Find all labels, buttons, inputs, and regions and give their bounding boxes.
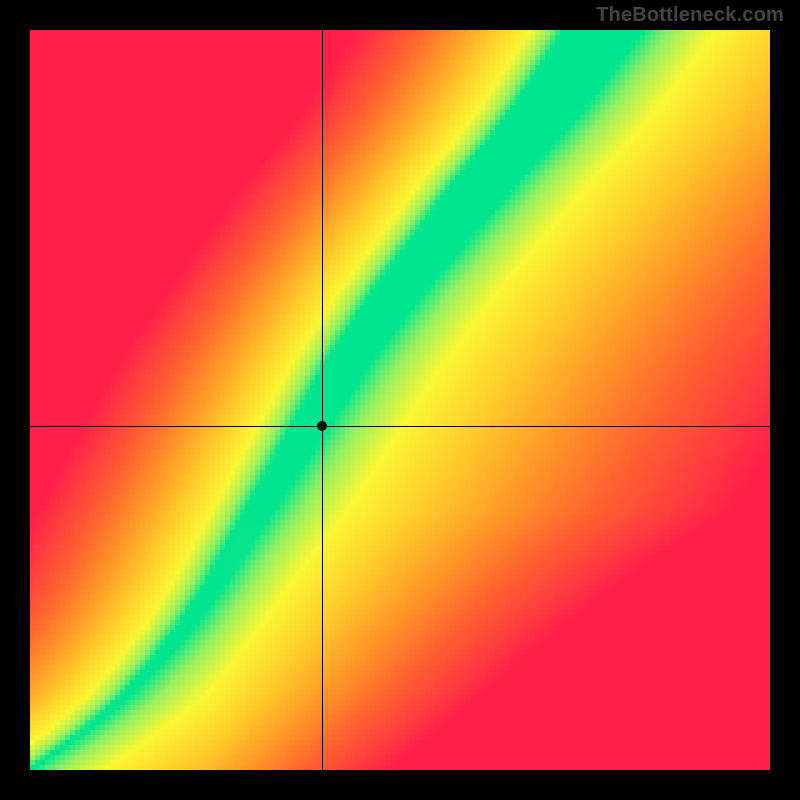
marker-dot bbox=[317, 421, 327, 431]
crosshair-vertical bbox=[322, 30, 323, 770]
heatmap-canvas bbox=[30, 30, 770, 770]
watermark-text: TheBottleneck.com bbox=[596, 4, 784, 27]
plot-area bbox=[30, 30, 770, 770]
chart-container: TheBottleneck.com bbox=[0, 0, 800, 800]
crosshair-horizontal bbox=[30, 426, 770, 427]
